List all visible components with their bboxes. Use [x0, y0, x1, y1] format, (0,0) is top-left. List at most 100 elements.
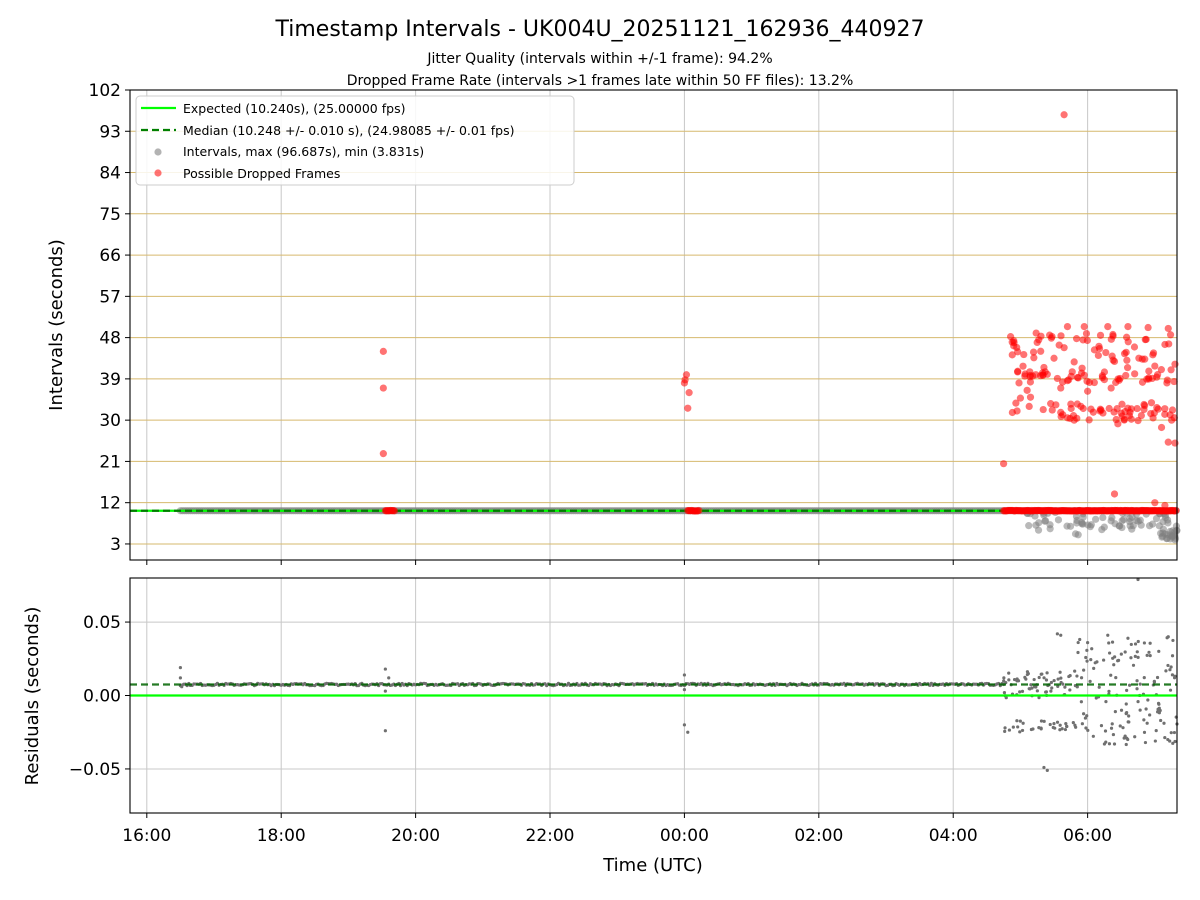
residual-point	[1011, 725, 1015, 729]
dropped-frame-point	[1096, 405, 1104, 413]
legend-dropped: Possible Dropped Frames	[183, 166, 340, 181]
dropped-frame-point	[1161, 501, 1169, 510]
x-axis-label: Time (UTC)	[602, 855, 703, 876]
residual-point	[1007, 728, 1012, 732]
dropped-frame-point	[1124, 338, 1132, 346]
dropped-frame-point	[1167, 366, 1175, 374]
residual-point	[1124, 742, 1128, 747]
dropped-frame-point	[1074, 374, 1082, 382]
bottom-ytick-label-1: 0.00	[83, 687, 121, 707]
residual-point	[1045, 768, 1049, 773]
residual-point	[1146, 698, 1150, 702]
dropped-frame-point	[1157, 366, 1165, 374]
residual-point	[1068, 688, 1072, 692]
residual-point	[1169, 665, 1173, 669]
dropped-frame-point	[1072, 335, 1081, 343]
interval-point	[1025, 522, 1033, 530]
residual-point	[1169, 731, 1173, 735]
dropped-frame-point	[1142, 335, 1150, 343]
residual-point	[682, 723, 687, 727]
residual-point	[1148, 654, 1152, 658]
residual-point	[1007, 678, 1011, 682]
interval-point	[1128, 513, 1136, 521]
dropped-frame-point	[1151, 499, 1159, 507]
dropped-frame-point	[379, 450, 387, 458]
residual-point	[1128, 683, 1132, 687]
residual-point	[1018, 690, 1022, 694]
legend: Expected (10.240s), (25.00000 fps) Media…	[135, 95, 575, 186]
residual-point	[1155, 675, 1160, 680]
dropped-frame-point	[1148, 374, 1156, 382]
residual-point	[1035, 689, 1039, 693]
bottom-y-label: Residuals (seconds)	[22, 607, 43, 786]
dropped-frame-point	[1073, 414, 1081, 422]
residual-point	[1133, 654, 1137, 658]
dropped-frame-point	[1140, 405, 1148, 414]
residual-point	[1142, 641, 1146, 645]
residual-point	[1102, 742, 1107, 746]
dropped-frame-point	[1079, 404, 1087, 413]
residual-point	[1063, 685, 1067, 689]
residual-point	[1138, 682, 1142, 686]
dropped-frame-point	[379, 347, 387, 355]
dropped-frame-point	[1164, 438, 1172, 446]
legend-intervals-swatch	[154, 148, 162, 156]
top-frame	[129, 89, 1178, 561]
interval-point	[1126, 522, 1134, 530]
dropped-frame-point	[1029, 372, 1037, 380]
residual-point	[1171, 741, 1175, 745]
residual-point	[1135, 679, 1139, 683]
dropped-frame-point	[1118, 400, 1126, 408]
dropped-frame-point	[1147, 399, 1156, 407]
dropped-frame-point	[379, 384, 387, 392]
residual-point	[1170, 673, 1175, 677]
residual-point	[1052, 678, 1056, 683]
dropped-frame-point	[1108, 352, 1116, 360]
residual-point	[1075, 674, 1079, 678]
residual-point	[1127, 720, 1131, 724]
residual-point	[1109, 673, 1113, 677]
dropped-frame-point	[1109, 330, 1117, 339]
legend-median: Median (10.248 +/- 0.010 s), (24.98085 +…	[183, 123, 514, 138]
residual-point	[1124, 712, 1128, 716]
residual-point	[1026, 672, 1030, 676]
residual-point	[1135, 687, 1139, 691]
dropped-frame-point	[390, 507, 399, 515]
residual-point	[1029, 683, 1033, 687]
subtitle-jitter: Jitter Quality (intervals within +/-1 fr…	[426, 51, 772, 67]
residual-point	[1102, 658, 1106, 662]
dropped-frame-point	[1161, 410, 1169, 418]
dropped-frame-point	[1124, 404, 1132, 412]
interval-point	[1098, 525, 1106, 534]
residual-point	[1086, 728, 1090, 732]
residual-point	[1094, 696, 1098, 700]
residual-point	[1030, 686, 1034, 690]
dropped-frame-point	[1026, 378, 1035, 386]
dropped-frame-point	[1122, 348, 1130, 356]
dropped-frame-point	[1008, 351, 1016, 359]
residual-point	[1002, 676, 1006, 680]
residual-point	[1135, 650, 1139, 654]
dropped-frame-point	[1089, 408, 1097, 416]
dropped-frame-point	[1078, 364, 1086, 372]
residual-point	[1107, 742, 1112, 746]
top-ytick-label-39: 39	[99, 370, 121, 390]
dropped-frame-point	[1019, 362, 1027, 370]
interval-point	[1063, 522, 1071, 530]
dropped-frame-point	[1041, 368, 1049, 376]
bottom-panel: 0.05 0.00 −0.05 16:00 18:00 20:00 22:00 00:00 02…	[69, 577, 1179, 846]
residual-point	[1085, 648, 1089, 652]
residual-point	[1061, 682, 1065, 686]
residual-point	[1045, 671, 1049, 675]
residual-point	[1020, 689, 1025, 693]
residual-point	[1110, 640, 1115, 644]
residual-point	[1012, 677, 1017, 682]
residual-point	[1083, 716, 1088, 720]
legend-expected: Expected (10.240s), (25.00000 fps)	[183, 101, 405, 116]
residual-point	[1081, 712, 1086, 716]
residual-point	[1042, 765, 1046, 770]
dropped-frame-point	[1029, 348, 1038, 356]
bottom-ytick-label-0: 0.05	[83, 613, 121, 633]
residual-point	[1088, 679, 1092, 683]
